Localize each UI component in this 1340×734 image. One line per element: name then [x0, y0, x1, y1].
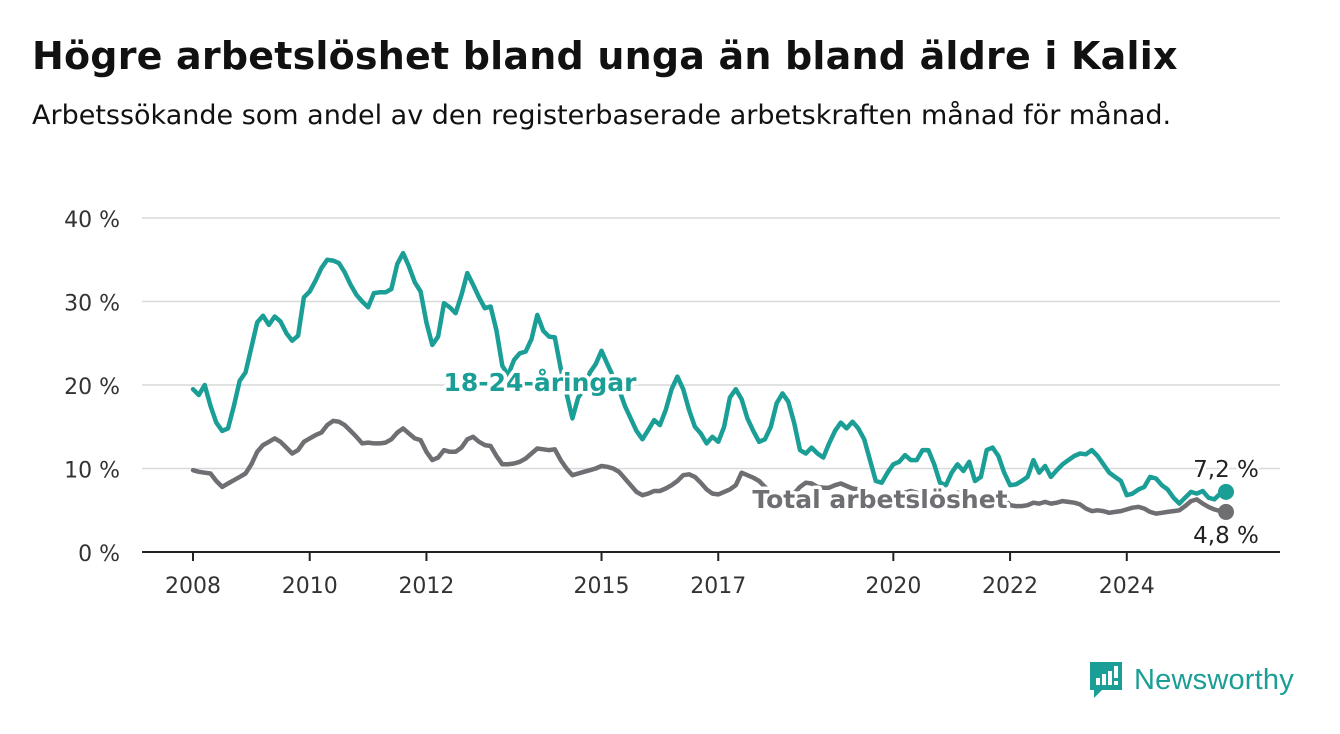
series-name-label: 18-24-åringar — [444, 368, 638, 397]
series-end-marker — [1218, 503, 1234, 520]
chart-subtitle: Arbetssökande som andel av den registerb… — [32, 100, 1172, 131]
x-tick-label: 2017 — [690, 574, 746, 599]
bar-chart-exclamation-icon — [1090, 662, 1122, 698]
y-tick-label: 20 % — [64, 375, 120, 400]
series-line — [190, 250, 1229, 506]
x-tick-label: 2020 — [865, 574, 921, 599]
series-end-marker — [1218, 483, 1234, 500]
series-end-label: 7,2 % — [1193, 457, 1259, 483]
gridlines — [142, 217, 1280, 470]
y-tick-label: 10 % — [64, 459, 120, 484]
y-tick-label: 30 % — [64, 292, 120, 317]
x-tick-label: 2012 — [398, 574, 454, 599]
x-tick-label: 2008 — [165, 574, 221, 599]
y-tick-label: 40 % — [64, 208, 120, 233]
x-tick-label: 2015 — [574, 574, 630, 599]
x-tick-label: 2024 — [1099, 574, 1155, 599]
series-line — [190, 418, 1229, 516]
series-end-label: 4,8 % — [1193, 523, 1259, 549]
y-tick-label: 0 % — [78, 542, 120, 567]
series-lines — [190, 250, 1234, 520]
axes: 0 % 10 % 20 % 30 % 40 % 2008 2010 2012 2015 2017 2… — [64, 208, 1280, 599]
x-tick-label: 2010 — [282, 574, 338, 599]
newsworthy-brand: Newsworthy — [1088, 660, 1294, 700]
series-labels: 18-24-åringar 7,2 % Total arbetslöshet 4,8 … — [440, 365, 1261, 552]
x-tick-label: 2022 — [982, 574, 1038, 599]
series-name-label: Total arbetslöshet — [752, 485, 1007, 514]
chart-title: Högre arbetslöshet bland unga än bland ä… — [32, 34, 1178, 78]
brand-name: Newsworthy — [1134, 663, 1294, 696]
